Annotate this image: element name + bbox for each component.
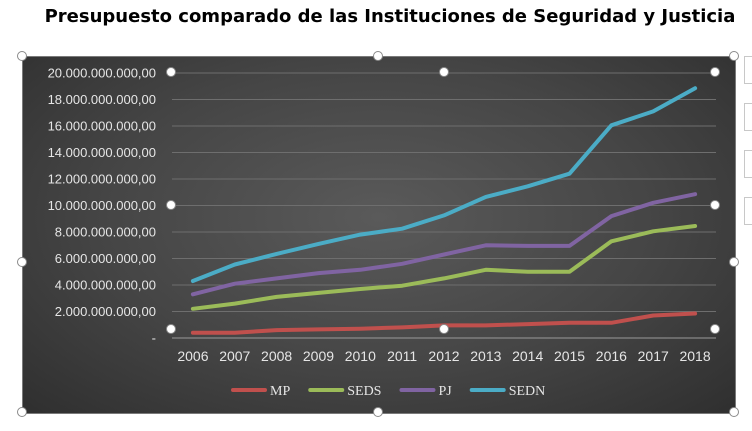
y-tick-label: 6.000.000.000,00 <box>55 251 156 266</box>
resize-handle-bottom-left[interactable] <box>17 407 27 417</box>
plot-handle-bottom-left[interactable] <box>166 324 176 334</box>
plot-handle-middle-right[interactable] <box>710 200 720 210</box>
resize-handle-middle-left[interactable] <box>17 257 27 267</box>
plot-handle-top-left[interactable] <box>166 67 176 77</box>
x-tick-label: 2015 <box>554 348 585 364</box>
chart-elements-button[interactable] <box>744 56 752 84</box>
x-tick-label: 2018 <box>679 348 710 364</box>
chart-svg: - 2.000.000.000,00 4.000.000.000,00 6.000.0… <box>48 66 716 399</box>
y-tick-label: 2.000.000.000,00 <box>55 304 156 319</box>
plot-handle-bottom-middle[interactable] <box>439 324 449 334</box>
y-tick-label: 14.000.000.000,00 <box>48 145 156 160</box>
legend-label-sedn: SEDN <box>509 384 546 399</box>
x-tick-label: 2013 <box>470 348 501 364</box>
x-tick-label: 2010 <box>345 348 376 364</box>
chart-styles-button[interactable] <box>744 103 752 131</box>
x-tick-label: 2007 <box>219 348 250 364</box>
chart-area[interactable]: - 2.000.000.000,00 4.000.000.000,00 6.000.0… <box>22 56 736 414</box>
x-tick-label: 2006 <box>177 348 208 364</box>
resize-handle-top-right[interactable] <box>729 51 739 61</box>
x-tick-label: 2008 <box>261 348 292 364</box>
resize-handle-bottom-middle[interactable] <box>373 407 383 417</box>
resize-handle-middle-right[interactable] <box>729 257 739 267</box>
x-tick-label: 2012 <box>428 348 459 364</box>
chart-layout-button[interactable] <box>744 197 752 225</box>
y-tick-label: 4.000.000.000,00 <box>55 278 156 293</box>
chart-title: Presupuesto comparado de las Institucion… <box>44 6 736 27</box>
legend-label-pj: PJ <box>438 384 452 399</box>
y-tick-label: 16.000.000.000,00 <box>48 119 156 134</box>
y-tick-label: 12.000.000.000,00 <box>48 172 156 187</box>
x-tick-label: 2011 <box>387 348 417 364</box>
resize-handle-top-middle[interactable] <box>373 51 383 61</box>
x-tick-label: 2017 <box>638 348 669 364</box>
series-line-sedn <box>190 86 698 283</box>
series-line-seds <box>190 224 698 311</box>
plot-handle-bottom-right[interactable] <box>710 324 720 334</box>
x-tick-label: 2009 <box>303 348 334 364</box>
y-tick-label: 20.000.000.000,00 <box>48 66 156 81</box>
y-tick-label: 8.000.000.000,00 <box>55 225 156 240</box>
legend-label-seds: SEDS <box>347 384 381 399</box>
series-line-pj <box>190 192 698 297</box>
chart-filters-button[interactable] <box>744 150 752 178</box>
resize-handle-top-left[interactable] <box>17 51 27 61</box>
y-tick-label: - <box>152 331 156 346</box>
resize-handle-bottom-right[interactable] <box>729 407 739 417</box>
legend-label-mp: MP <box>270 384 290 399</box>
plot-handle-top-middle[interactable] <box>439 67 449 77</box>
plot-handle-middle-left[interactable] <box>166 200 176 210</box>
x-tick-label: 2016 <box>596 348 627 364</box>
y-tick-label: 10.000.000.000,00 <box>48 198 156 213</box>
y-tick-label: 18.000.000.000,00 <box>48 92 156 107</box>
x-tick-label: 2014 <box>512 348 543 364</box>
plot-handle-top-right[interactable] <box>710 67 720 77</box>
